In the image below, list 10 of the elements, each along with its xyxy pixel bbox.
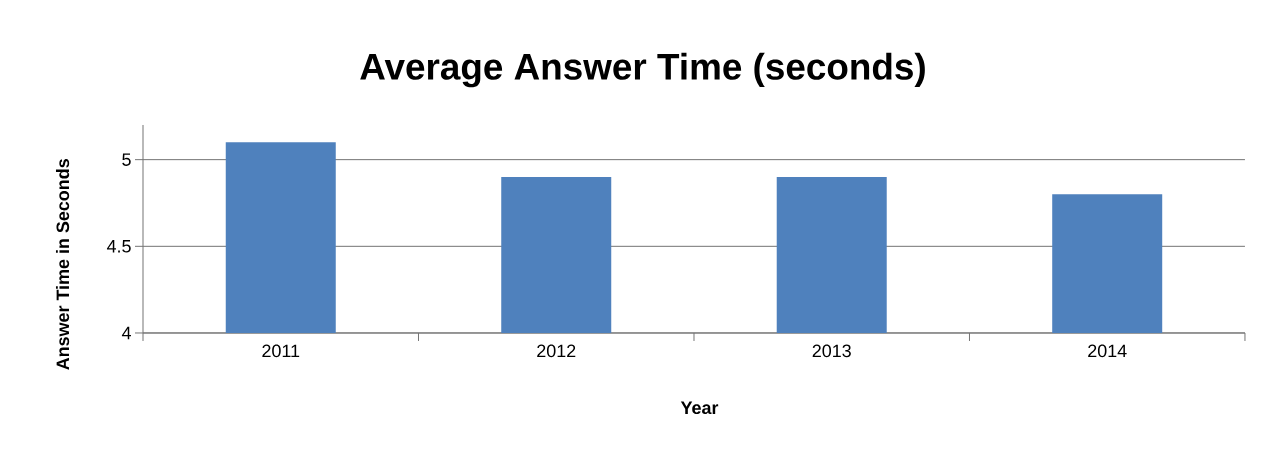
y-axis-title: Answer Time in Seconds <box>55 159 70 370</box>
y-tick-label: 4.5 <box>106 240 131 253</box>
x-tick-label: 2011 <box>262 344 300 358</box>
x-tick-label: 2014 <box>1088 344 1127 358</box>
chart-title: Average Answer Time (seconds) <box>360 52 925 88</box>
x-tick-label: 2012 <box>537 344 576 358</box>
x-axis-title: Year <box>680 401 719 415</box>
y-tick-label: 5 <box>122 153 131 166</box>
y-tick-label: 4 <box>121 326 131 340</box>
x-tick-label: 2013 <box>812 344 851 358</box>
